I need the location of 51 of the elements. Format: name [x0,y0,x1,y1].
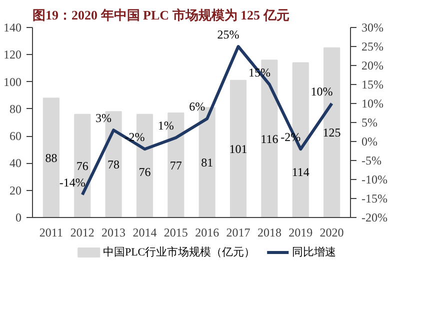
y2-tick-label: 25% [362,40,384,54]
bar [230,80,247,218]
y-tick-label: 60 [10,129,22,144]
x-tick-label: 2019 [288,226,313,240]
x-tick-label: 2018 [257,226,282,240]
data-label: 101 [229,142,248,156]
data-label: 81 [201,156,214,170]
data-label: 88 [45,150,58,165]
x-tick-label: 2015 [164,226,188,240]
x-tick-label: 2020 [320,226,344,240]
x-tick-label: 2017 [226,226,250,240]
data-label: 25% [217,28,240,42]
chart-title: 图19：2020 年中国 PLC 市场规模为 125 亿元 [32,8,290,22]
bar [42,98,60,218]
data-label: 78 [108,158,120,172]
data-label: 10% [310,84,333,98]
y-tick-label: 20 [10,183,22,198]
x-tick-label: 2011 [39,226,63,240]
y2-tick-label: 20% [362,58,384,72]
y2-tick-label: 15% [362,78,384,92]
y2-tick-label: 0% [362,134,378,148]
data-label: 76 [138,164,151,179]
y-tick-label: 0 [16,210,22,224]
y2-tick-label: 5% [362,116,378,130]
data-label: 116 [260,132,278,146]
x-tick-label: 2014 [132,226,157,240]
y2-tick-label: -5% [362,154,382,168]
y2-tick-label: -20% [362,210,388,224]
x-tick-label: 2012 [70,226,94,240]
data-label: 3% [96,111,112,126]
y-tick-label: 120 [4,48,22,62]
data-label: 6% [189,100,206,114]
data-label: 1% [158,118,174,133]
data-label: 76 [76,158,88,173]
legend-label: 同比增速 [292,246,336,258]
y2-tick-label: 10% [362,96,384,110]
data-label: 125 [322,126,341,140]
y-tick-label: 80 [10,102,22,116]
y2-tick-label: -10% [362,172,388,186]
legend-label: 中国PLC行业市场规模（亿元） [102,246,256,258]
data-label: 114 [292,164,310,179]
y-tick-label: 140 [4,20,22,34]
y-tick-label: 100 [4,74,22,89]
data-label: -14% [59,176,86,190]
x-tick-label: 2016 [195,226,220,240]
y-tick-label: 40 [10,156,22,170]
data-label: 77 [170,158,182,172]
data-label: -2% [124,130,145,144]
x-tick-label: 2013 [102,226,126,240]
y2-tick-label: -15% [362,192,388,206]
y2-tick-label: 30% [362,20,384,34]
